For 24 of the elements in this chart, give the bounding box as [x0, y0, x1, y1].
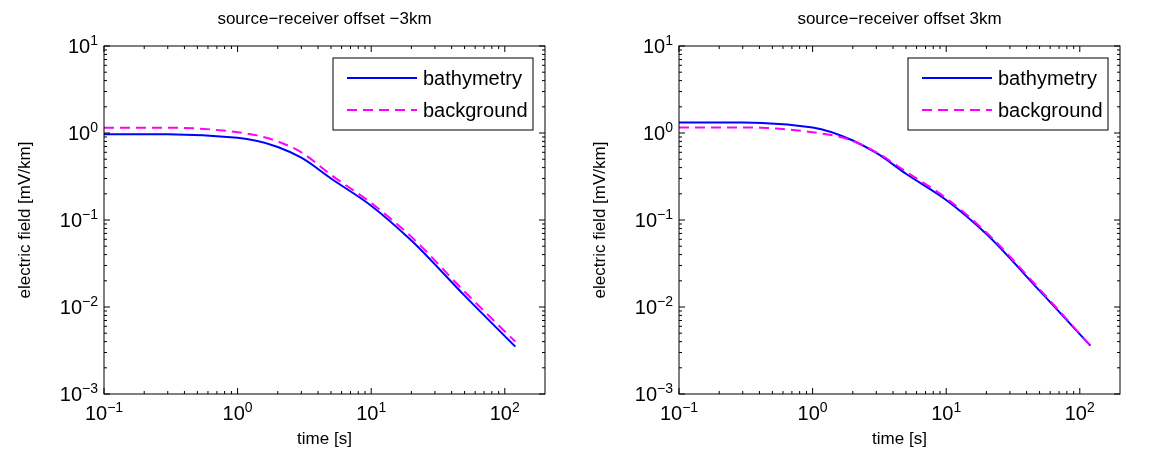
x-tick-label: 10$^{2}$	[1064, 399, 1096, 424]
x-tick-label: 10$^{2}$	[489, 399, 521, 424]
legend-label: bathymetry	[423, 67, 522, 89]
x-axis-title: time [s]	[872, 429, 927, 448]
y-tick-label: 10$^{−2}$	[634, 293, 674, 318]
y-tick-label: 10$^{−1}$	[59, 206, 99, 231]
y-tick-label: 10$^{0}$	[67, 119, 99, 144]
x-tick-label: 10$^{1}$	[931, 399, 962, 424]
y-axis-title: electric field [mV/km]	[15, 141, 34, 299]
y-tick-label: 10$^{1}$	[67, 32, 99, 57]
x-tick-label: 10$^{0}$	[797, 399, 828, 424]
legend-label: background	[423, 99, 528, 121]
x-axis-title: time [s]	[297, 429, 352, 448]
y-axis-title: electric field [mV/km]	[590, 141, 609, 299]
y-tick-label: 10$^{−1}$	[634, 206, 674, 231]
chart-title: source−receiver offset 3km	[797, 9, 1002, 28]
y-tick-label: 10$^{0}$	[642, 119, 674, 144]
legend-label: bathymetry	[998, 67, 1097, 89]
legend-label: background	[998, 99, 1103, 121]
y-tick-label: 10$^{1}$	[642, 32, 674, 57]
y-tick-label: 10$^{−2}$	[59, 293, 99, 318]
x-tick-label: 10$^{1}$	[356, 399, 387, 424]
x-tick-label: 10$^{0}$	[222, 399, 253, 424]
chart-title: source−receiver offset −3km	[217, 9, 432, 28]
